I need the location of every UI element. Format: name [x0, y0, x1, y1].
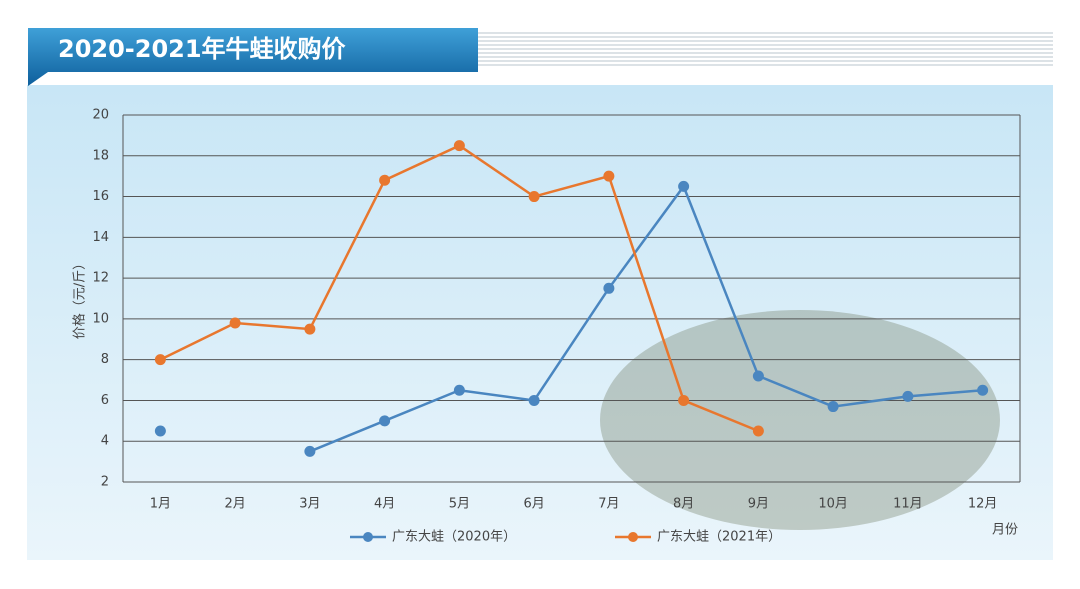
y-tick-label: 6: [101, 393, 109, 408]
x-tick-label: 4月: [374, 497, 395, 512]
y-tick-label: 18: [92, 148, 109, 163]
x-tick-label: 10月: [818, 497, 848, 512]
y-tick-label: 16: [92, 189, 109, 204]
data-point: [827, 401, 839, 413]
data-point: [752, 425, 764, 437]
data-point: [304, 445, 316, 457]
data-point: [154, 425, 166, 437]
y-tick-label: 2: [101, 475, 109, 490]
data-point: [902, 390, 914, 402]
y-tick-label: 10: [92, 311, 109, 326]
data-point: [528, 394, 540, 406]
x-axis-label: 月份: [992, 523, 1018, 538]
data-point: [453, 140, 465, 152]
x-tick-label: 2月: [224, 497, 245, 512]
data-point: [678, 394, 690, 406]
y-tick-label: 12: [92, 271, 109, 286]
data-point: [229, 317, 241, 329]
data-point: [154, 354, 166, 366]
y-tick-label: 14: [92, 230, 109, 245]
series-line: [309, 183, 983, 453]
y-tick-label: 20: [92, 108, 109, 123]
data-point: [528, 191, 540, 203]
x-tick-label: 3月: [299, 497, 320, 512]
data-point: [977, 384, 989, 396]
frog-image: [600, 310, 1000, 530]
title-banner: [28, 28, 478, 86]
title-stripes: [478, 30, 1053, 68]
data-point: [678, 180, 690, 192]
data-point: [603, 170, 615, 182]
legend-label: 广东大蛙（2021年）: [657, 530, 781, 545]
x-tick-label: 7月: [598, 497, 619, 512]
x-tick-label: 1月: [150, 497, 171, 512]
data-point: [379, 415, 391, 427]
chart-title: 2020-2021年牛蛙收购价: [58, 35, 347, 63]
x-tick-label: 11月: [893, 497, 923, 512]
y-tick-label: 8: [101, 352, 109, 367]
data-point: [752, 370, 764, 382]
data-point: [603, 282, 615, 294]
x-tick-label: 9月: [748, 497, 769, 512]
legend-label: 广东大蛙（2020年）: [392, 530, 516, 545]
y-axis-label: 价格（元/斤）: [72, 257, 88, 339]
x-tick-label: 5月: [449, 497, 470, 512]
legend-marker: [363, 532, 373, 542]
data-point: [453, 384, 465, 396]
x-tick-label: 8月: [673, 497, 694, 512]
x-tick-label: 12月: [968, 497, 998, 512]
data-point: [304, 323, 316, 335]
x-tick-label: 6月: [523, 497, 544, 512]
data-point: [379, 174, 391, 186]
legend-marker: [628, 532, 638, 542]
panel: [27, 85, 1053, 560]
y-tick-label: 4: [101, 434, 109, 449]
